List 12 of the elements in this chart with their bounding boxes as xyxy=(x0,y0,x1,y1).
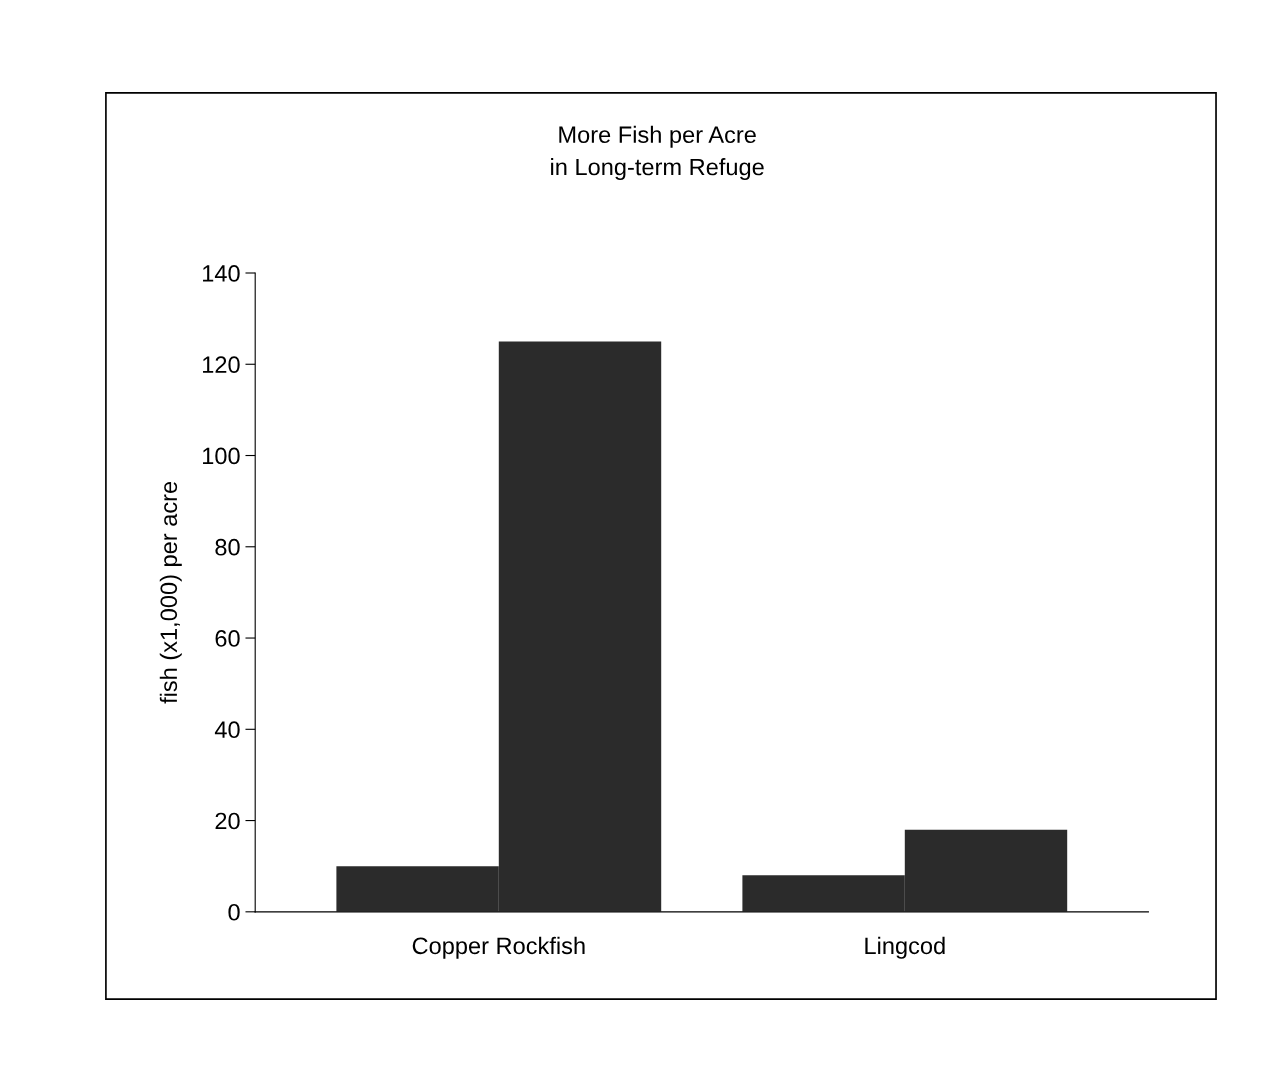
y-tick-label: 40 xyxy=(214,721,240,739)
y-axis-title: fish (x1,000) per acre xyxy=(159,481,182,704)
x-tick-label: Lingcod xyxy=(865,936,945,959)
chart-title: More Fish per Acre in Long-term Refuge xyxy=(551,125,764,181)
y-tick-label: 120 xyxy=(203,356,240,374)
y-tick-label: 0 xyxy=(228,903,240,921)
y-tick-label: 20 xyxy=(215,812,240,830)
y-tick-label: 80 xyxy=(215,538,240,556)
y-tick-label: 100 xyxy=(203,447,240,465)
x-tick-label: Copper Rockfish xyxy=(412,936,585,959)
y-tick-label: 140 xyxy=(203,265,240,282)
y-tick-label: 60 xyxy=(215,630,240,647)
